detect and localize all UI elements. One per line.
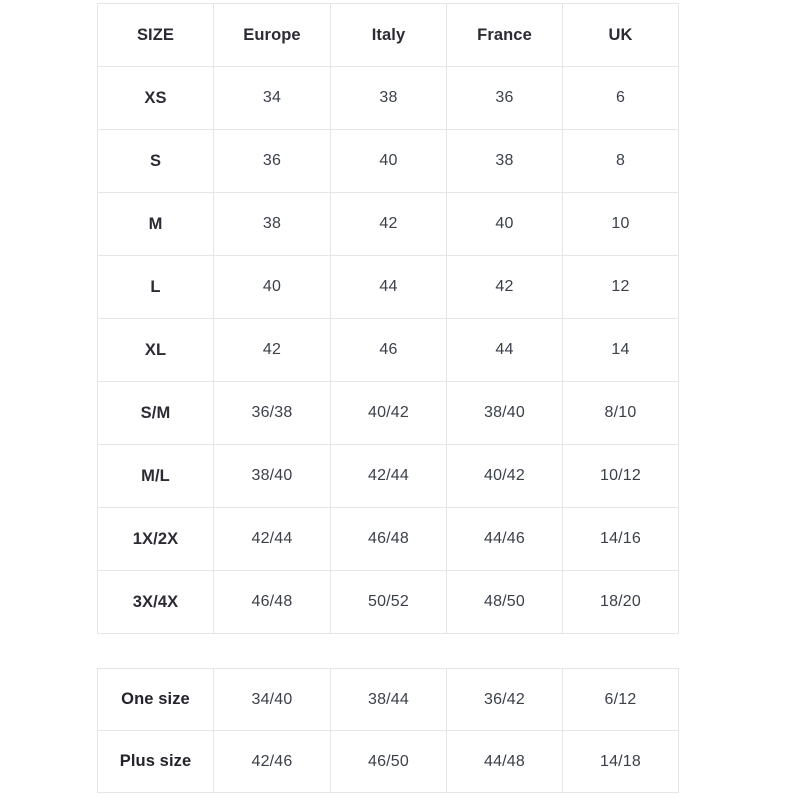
cell-uk: 8 (562, 129, 679, 193)
table-row: M 38 42 40 10 (97, 192, 679, 256)
cell-france: 40 (446, 192, 563, 256)
cell-uk: 10/12 (562, 444, 679, 508)
cell-europe: 46/48 (213, 570, 331, 634)
table-row: M/L 38/40 42/44 40/42 10/12 (97, 444, 679, 508)
row-label: M/L (97, 444, 214, 508)
cell-europe: 36/38 (213, 381, 331, 445)
cell-france: 36/42 (446, 668, 563, 731)
column-header-italy: Italy (330, 3, 447, 67)
row-label: L (97, 255, 214, 319)
cell-italy: 46/48 (330, 507, 447, 571)
cell-france: 42 (446, 255, 563, 319)
cell-italy: 42 (330, 192, 447, 256)
column-header-europe: Europe (213, 3, 331, 67)
cell-uk: 18/20 (562, 570, 679, 634)
table-row: XS 34 38 36 6 (97, 66, 679, 130)
row-label: M (97, 192, 214, 256)
cell-italy: 40/42 (330, 381, 447, 445)
cell-europe: 34 (213, 66, 331, 130)
cell-europe: 42 (213, 318, 331, 382)
column-header-france: France (446, 3, 563, 67)
cell-italy: 38/44 (330, 668, 447, 731)
cell-europe: 34/40 (213, 668, 331, 731)
row-label: 3X/4X (97, 570, 214, 634)
cell-europe: 42/46 (213, 730, 331, 793)
cell-italy: 46 (330, 318, 447, 382)
cell-france: 36 (446, 66, 563, 130)
cell-italy: 46/50 (330, 730, 447, 793)
cell-france: 44 (446, 318, 563, 382)
cell-uk: 6 (562, 66, 679, 130)
table-header-row: SIZE Europe Italy France UK (97, 3, 679, 67)
secondary-size-table: One size 34/40 38/44 36/42 6/12 Plus siz… (97, 668, 679, 793)
cell-uk: 14 (562, 318, 679, 382)
table-row: 3X/4X 46/48 50/52 48/50 18/20 (97, 570, 679, 634)
cell-italy: 44 (330, 255, 447, 319)
table-row: 1X/2X 42/44 46/48 44/46 14/16 (97, 507, 679, 571)
row-label: Plus size (97, 730, 214, 793)
row-label: S (97, 129, 214, 193)
row-label: XS (97, 66, 214, 130)
row-label: 1X/2X (97, 507, 214, 571)
table-row: One size 34/40 38/44 36/42 6/12 (97, 668, 679, 731)
cell-italy: 50/52 (330, 570, 447, 634)
primary-table-body: XS 34 38 36 6 S 36 40 38 8 M 38 42 40 10 (97, 66, 679, 634)
cell-france: 48/50 (446, 570, 563, 634)
row-label: S/M (97, 381, 214, 445)
cell-france: 44/48 (446, 730, 563, 793)
cell-europe: 38/40 (213, 444, 331, 508)
cell-europe: 36 (213, 129, 331, 193)
table-row: S 36 40 38 8 (97, 129, 679, 193)
cell-italy: 38 (330, 66, 447, 130)
cell-uk: 8/10 (562, 381, 679, 445)
cell-italy: 42/44 (330, 444, 447, 508)
cell-france: 40/42 (446, 444, 563, 508)
cell-uk: 12 (562, 255, 679, 319)
cell-uk: 14/18 (562, 730, 679, 793)
cell-uk: 6/12 (562, 668, 679, 731)
cell-europe: 38 (213, 192, 331, 256)
column-header-uk: UK (562, 3, 679, 67)
cell-uk: 14/16 (562, 507, 679, 571)
row-label: XL (97, 318, 214, 382)
cell-france: 44/46 (446, 507, 563, 571)
table-row: S/M 36/38 40/42 38/40 8/10 (97, 381, 679, 445)
cell-france: 38/40 (446, 381, 563, 445)
primary-size-table: SIZE Europe Italy France UK XS 34 38 36 … (97, 3, 679, 634)
cell-uk: 10 (562, 192, 679, 256)
row-label: One size (97, 668, 214, 731)
cell-europe: 40 (213, 255, 331, 319)
table-row: XL 42 46 44 14 (97, 318, 679, 382)
primary-table-header: SIZE Europe Italy France UK (97, 3, 679, 67)
cell-france: 38 (446, 129, 563, 193)
table-row: Plus size 42/46 46/50 44/48 14/18 (97, 730, 679, 793)
table-row: L 40 44 42 12 (97, 255, 679, 319)
cell-italy: 40 (330, 129, 447, 193)
column-header-size: SIZE (97, 3, 214, 67)
cell-europe: 42/44 (213, 507, 331, 571)
secondary-table-body: One size 34/40 38/44 36/42 6/12 Plus siz… (97, 668, 679, 793)
